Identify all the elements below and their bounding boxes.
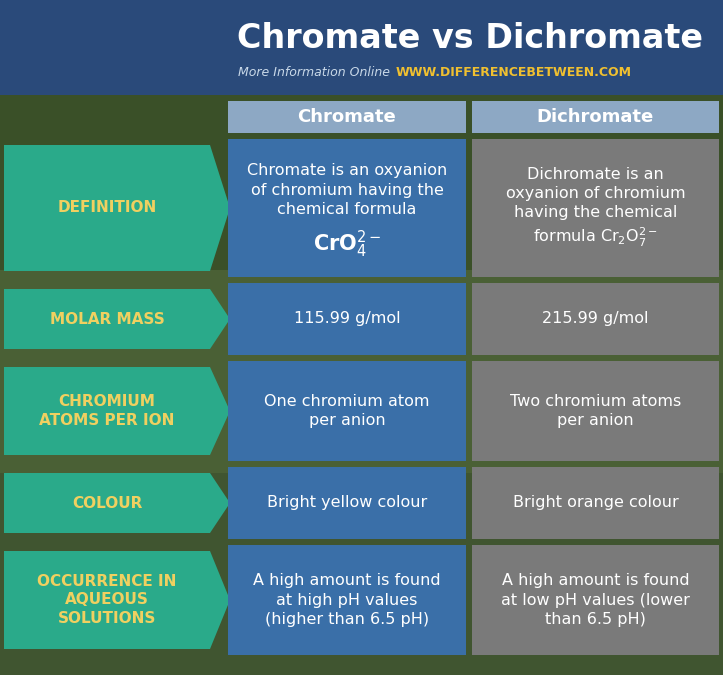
Text: A high amount is found
at high pH values
(higher than 6.5 pH): A high amount is found at high pH values… xyxy=(253,573,441,626)
Text: COLOUR: COLOUR xyxy=(72,495,142,510)
Text: OCCURRENCE IN
AQUEOUS
SOLUTIONS: OCCURRENCE IN AQUEOUS SOLUTIONS xyxy=(38,574,176,626)
FancyBboxPatch shape xyxy=(472,101,719,133)
Polygon shape xyxy=(4,473,230,533)
Text: One chromium atom
per anion: One chromium atom per anion xyxy=(264,394,429,428)
FancyBboxPatch shape xyxy=(472,545,719,655)
Polygon shape xyxy=(4,551,230,649)
Text: MOLAR MASS: MOLAR MASS xyxy=(50,311,164,327)
Text: Chromate: Chromate xyxy=(298,108,396,126)
Text: Bright orange colour: Bright orange colour xyxy=(513,495,678,510)
Text: DEFINITION: DEFINITION xyxy=(57,200,157,215)
Text: Chromate vs Dichromate: Chromate vs Dichromate xyxy=(237,22,703,55)
FancyBboxPatch shape xyxy=(228,283,466,355)
FancyBboxPatch shape xyxy=(228,545,466,655)
FancyBboxPatch shape xyxy=(472,139,719,277)
Polygon shape xyxy=(4,367,230,455)
Bar xyxy=(0,270,723,472)
Polygon shape xyxy=(4,145,230,271)
Text: 115.99 g/mol: 115.99 g/mol xyxy=(294,311,401,327)
Bar xyxy=(0,472,723,675)
FancyBboxPatch shape xyxy=(228,101,466,133)
Text: A high amount is found
at low pH values (lower
than 6.5 pH): A high amount is found at low pH values … xyxy=(501,573,690,626)
FancyBboxPatch shape xyxy=(228,139,466,277)
Text: Two chromium atoms
per anion: Two chromium atoms per anion xyxy=(510,394,681,428)
Bar xyxy=(0,0,723,270)
FancyBboxPatch shape xyxy=(472,283,719,355)
FancyBboxPatch shape xyxy=(228,467,466,539)
Text: CHROMIUM
ATOMS PER ION: CHROMIUM ATOMS PER ION xyxy=(39,394,175,428)
Text: Dichromate is an
oxyanion of chromium
having the chemical
formula Cr$_2$O$_7^{2-: Dichromate is an oxyanion of chromium ha… xyxy=(505,167,685,249)
Text: CrO$_4^{2-}$: CrO$_4^{2-}$ xyxy=(313,228,381,260)
Text: 215.99 g/mol: 215.99 g/mol xyxy=(542,311,649,327)
Text: More Information Online: More Information Online xyxy=(238,65,390,78)
FancyBboxPatch shape xyxy=(0,0,723,95)
Polygon shape xyxy=(4,289,230,349)
FancyBboxPatch shape xyxy=(472,361,719,461)
FancyBboxPatch shape xyxy=(472,467,719,539)
Text: Bright yellow colour: Bright yellow colour xyxy=(267,495,427,510)
Text: WWW.DIFFERENCEBETWEEN.COM: WWW.DIFFERENCEBETWEEN.COM xyxy=(396,65,632,78)
Text: Dichromate: Dichromate xyxy=(537,108,654,126)
Text: Chromate is an oxyanion
of chromium having the
chemical formula: Chromate is an oxyanion of chromium havi… xyxy=(247,163,447,217)
FancyBboxPatch shape xyxy=(228,361,466,461)
